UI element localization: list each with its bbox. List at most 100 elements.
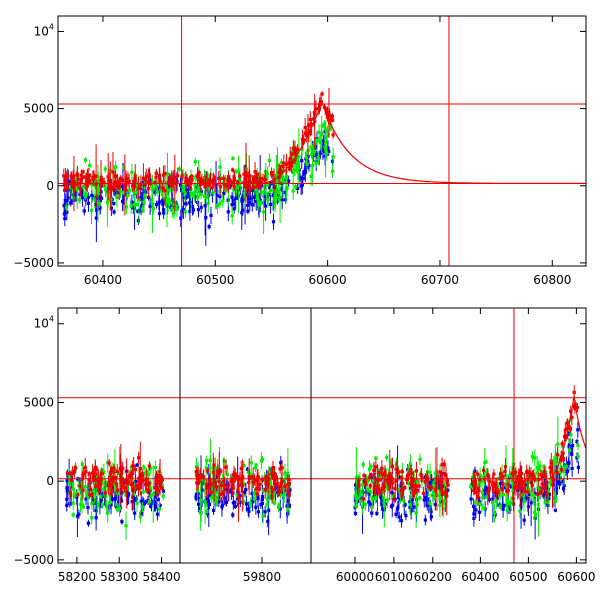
data-point bbox=[265, 502, 269, 507]
data-point bbox=[491, 497, 495, 501]
data-point bbox=[477, 510, 482, 514]
data-point bbox=[103, 167, 107, 171]
data-point bbox=[268, 480, 272, 484]
data-point bbox=[72, 179, 76, 184]
data-point bbox=[428, 502, 432, 506]
data-point bbox=[442, 462, 446, 466]
data-point bbox=[481, 468, 486, 472]
data-point bbox=[186, 181, 190, 185]
data-point bbox=[286, 507, 290, 511]
data-point bbox=[314, 107, 318, 111]
data-point bbox=[375, 511, 379, 516]
data-point bbox=[271, 193, 275, 197]
data-point bbox=[78, 484, 82, 488]
data-point bbox=[147, 172, 151, 176]
data-point bbox=[270, 473, 275, 477]
data-point bbox=[576, 465, 581, 469]
data-point bbox=[65, 479, 69, 483]
data-point bbox=[78, 502, 83, 507]
data-point bbox=[386, 480, 390, 485]
data-point bbox=[181, 191, 185, 195]
data-point bbox=[169, 176, 173, 180]
data-point bbox=[107, 461, 111, 465]
data-point bbox=[497, 490, 501, 494]
data-point bbox=[82, 185, 86, 190]
data-point bbox=[133, 174, 137, 178]
data-point bbox=[514, 484, 518, 488]
data-point bbox=[125, 193, 130, 198]
data-point bbox=[84, 182, 88, 186]
data-point bbox=[278, 467, 282, 471]
data-point bbox=[549, 461, 553, 465]
data-point bbox=[194, 190, 198, 194]
data-point bbox=[123, 187, 128, 191]
data-point bbox=[194, 469, 198, 474]
data-point bbox=[330, 159, 335, 163]
data-point bbox=[133, 190, 137, 195]
data-point bbox=[418, 496, 422, 500]
data-point bbox=[433, 503, 437, 507]
data-point bbox=[511, 497, 515, 501]
data-point bbox=[540, 482, 544, 486]
data-point bbox=[331, 155, 335, 159]
data-point bbox=[145, 488, 149, 493]
data-point bbox=[472, 512, 476, 516]
data-point bbox=[480, 479, 484, 484]
data-point bbox=[204, 466, 208, 470]
data-point bbox=[482, 506, 486, 511]
data-point bbox=[153, 465, 157, 469]
data-point bbox=[175, 204, 179, 209]
data-point bbox=[307, 164, 311, 168]
data-point bbox=[521, 486, 525, 490]
data-point bbox=[273, 187, 277, 191]
data-point bbox=[175, 179, 179, 184]
data-point bbox=[374, 456, 378, 460]
data-point bbox=[207, 225, 211, 229]
data-point bbox=[138, 196, 143, 200]
data-point bbox=[73, 193, 77, 197]
data-point bbox=[519, 494, 524, 499]
data-point bbox=[99, 178, 103, 182]
data-point bbox=[121, 478, 125, 483]
data-point bbox=[491, 501, 495, 505]
data-point bbox=[99, 499, 103, 503]
data-point bbox=[160, 476, 164, 480]
data-point bbox=[357, 484, 361, 488]
data-point bbox=[409, 462, 413, 466]
data-point bbox=[561, 479, 565, 484]
data-point bbox=[421, 491, 426, 495]
data-point bbox=[283, 472, 287, 476]
data-point bbox=[484, 485, 488, 489]
data-point bbox=[184, 195, 188, 199]
data-point bbox=[79, 177, 84, 181]
data-point bbox=[575, 405, 580, 410]
data-point bbox=[170, 184, 174, 188]
data-point bbox=[285, 186, 289, 190]
data-point bbox=[263, 488, 267, 492]
data-point bbox=[434, 487, 438, 491]
data-point bbox=[221, 181, 225, 185]
data-point bbox=[155, 181, 159, 185]
data-point bbox=[487, 489, 491, 493]
data-point bbox=[113, 484, 118, 488]
data-point bbox=[75, 172, 80, 177]
data-point bbox=[353, 494, 357, 498]
data-point bbox=[211, 179, 215, 183]
data-point bbox=[278, 507, 282, 511]
data-point bbox=[331, 133, 335, 137]
data-point bbox=[196, 195, 200, 199]
data-point bbox=[70, 198, 74, 202]
data-point bbox=[189, 175, 194, 179]
data-point bbox=[319, 100, 323, 104]
data-point bbox=[258, 177, 262, 181]
data-point bbox=[318, 151, 323, 155]
data-point bbox=[256, 199, 260, 203]
data-point bbox=[253, 170, 257, 174]
data-point bbox=[130, 464, 135, 468]
data-point bbox=[182, 188, 186, 192]
data-point bbox=[65, 471, 70, 475]
data-point bbox=[168, 199, 172, 203]
data-point bbox=[150, 182, 154, 186]
data-point bbox=[253, 466, 258, 470]
data-point bbox=[369, 503, 373, 507]
